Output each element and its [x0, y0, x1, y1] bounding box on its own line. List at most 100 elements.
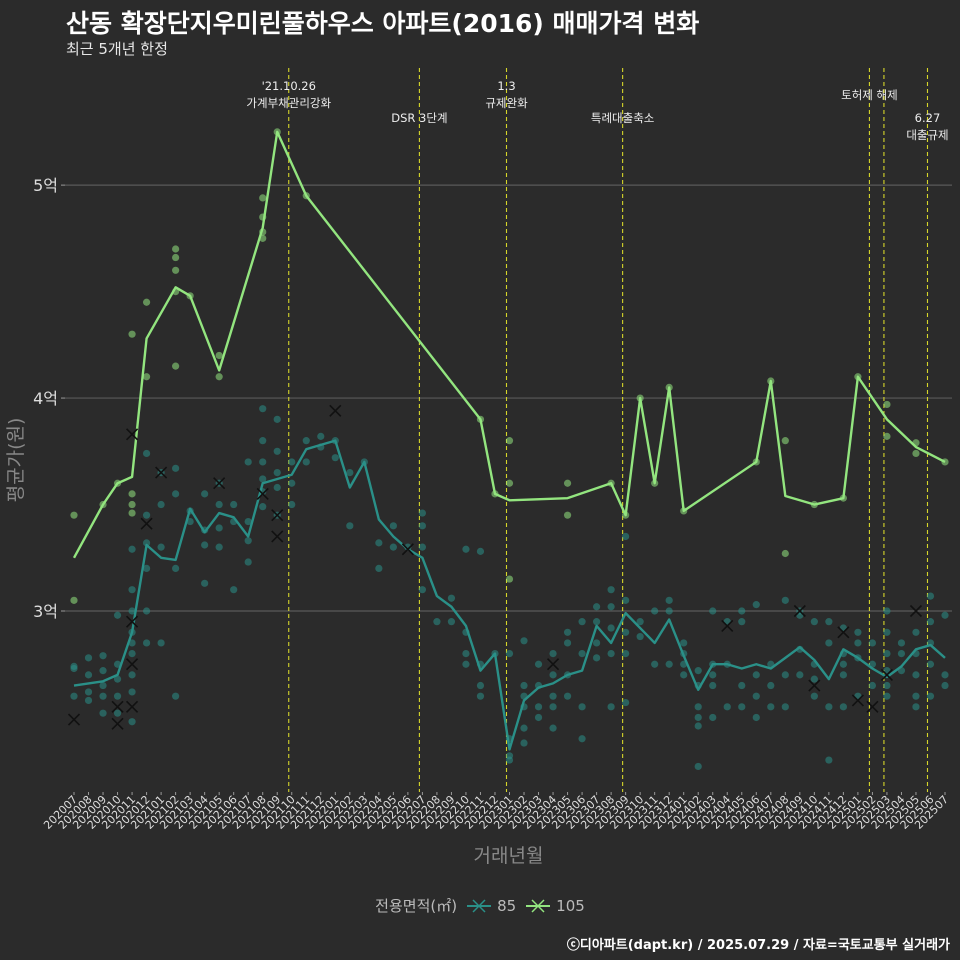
- x-mark-85: [793, 604, 806, 618]
- transaction-point: [128, 490, 136, 498]
- legend-label-85: 85: [497, 896, 517, 915]
- transaction-point: [142, 564, 151, 573]
- transaction-point: [70, 596, 78, 604]
- transaction-point: [462, 545, 470, 553]
- legend-item-85: 85: [467, 897, 516, 915]
- y-tick-label: 4억: [33, 389, 58, 408]
- transaction-point: [563, 511, 572, 519]
- transaction-point: [926, 660, 935, 668]
- transaction-point: [288, 500, 296, 509]
- x-mark-85: [721, 619, 734, 632]
- transaction-point: [113, 675, 122, 683]
- transaction-point: [781, 703, 789, 711]
- transaction-point: [854, 639, 862, 647]
- x-mark-85: [155, 466, 168, 479]
- transaction-point: [680, 671, 688, 679]
- transaction-point: [99, 692, 107, 700]
- transaction-point: [186, 517, 194, 526]
- event-label: DSR 3단계: [391, 111, 447, 125]
- transaction-point: [636, 632, 644, 641]
- transaction-point: [172, 464, 180, 472]
- transaction-point: [462, 660, 470, 668]
- transaction-point: [912, 703, 920, 711]
- event-label: '21.10.26: [262, 79, 316, 93]
- transaction-point: [622, 628, 630, 636]
- transaction-point: [476, 681, 485, 690]
- x-mark-85: [213, 477, 226, 490]
- transaction-point: [113, 709, 122, 717]
- transaction-point: [128, 671, 136, 679]
- transaction-point: [912, 671, 920, 679]
- transaction-point: [273, 447, 281, 455]
- transaction-point: [897, 649, 906, 658]
- transaction-point: [912, 628, 920, 636]
- transaction-point: [302, 437, 310, 445]
- transaction-point: [84, 696, 93, 705]
- transaction-point: [549, 692, 557, 700]
- transaction-point: [563, 639, 572, 647]
- transaction-point: [157, 543, 165, 551]
- transaction-point: [752, 601, 760, 609]
- transaction-point: [70, 664, 78, 673]
- transaction-point: [142, 298, 151, 306]
- transaction-point: [244, 517, 252, 526]
- transaction-point: [810, 618, 818, 626]
- transaction-point: [883, 649, 891, 658]
- transaction-point: [142, 639, 151, 647]
- legend-label-105: 105: [556, 896, 585, 915]
- transaction-point: [462, 649, 470, 658]
- transaction-point: [781, 549, 789, 558]
- transaction-point: [738, 607, 746, 615]
- y-tick-label: 3억: [33, 602, 58, 621]
- x-mark-85: [401, 543, 414, 556]
- x-mark-85: [851, 694, 864, 707]
- transaction-point: [563, 692, 572, 700]
- transaction-point: [215, 500, 223, 509]
- transaction-point: [926, 592, 935, 600]
- x-mark-85: [909, 604, 923, 618]
- transaction-point: [346, 468, 354, 477]
- transaction-point: [259, 194, 267, 202]
- transaction-point: [273, 415, 281, 423]
- legend-key-85-icon: [467, 898, 492, 913]
- transaction-point: [825, 618, 833, 626]
- transaction-point: [723, 703, 731, 711]
- transaction-point: [912, 692, 920, 700]
- transaction-point: [694, 713, 702, 722]
- transaction-point: [622, 596, 630, 604]
- transaction-point: [288, 479, 296, 487]
- transaction-point: [680, 639, 688, 647]
- transaction-point: [172, 245, 180, 253]
- transaction-point: [201, 490, 209, 498]
- transaction-point: [563, 479, 572, 487]
- x-mark-85: [546, 658, 560, 671]
- transaction-point: [288, 458, 296, 466]
- transaction-point: [128, 509, 136, 517]
- transaction-point: [128, 607, 136, 615]
- transaction-point: [883, 692, 891, 700]
- x-mark-85: [271, 530, 284, 543]
- transaction-point: [215, 351, 223, 360]
- transaction-point: [651, 660, 659, 668]
- event-label: 가계부채관리강화: [246, 96, 331, 110]
- x-mark-85: [808, 679, 821, 692]
- transaction-point: [926, 618, 935, 626]
- transaction-point: [84, 688, 93, 696]
- event-label: 규제완화: [485, 96, 528, 110]
- transaction-point: [142, 373, 151, 381]
- transaction-point: [215, 524, 223, 532]
- transaction-point: [868, 681, 877, 690]
- transaction-point: [810, 675, 818, 683]
- transaction-point: [142, 539, 151, 547]
- transaction-point: [926, 692, 935, 700]
- transaction-point: [738, 681, 746, 690]
- transaction-point: [84, 654, 93, 662]
- transaction-point: [607, 603, 615, 611]
- transaction-point: [273, 468, 281, 477]
- transaction-point: [505, 575, 514, 583]
- transaction-point: [549, 703, 557, 711]
- y-tick-label: 5억: [33, 176, 58, 195]
- transaction-point: [157, 500, 165, 509]
- transaction-point: [331, 454, 339, 462]
- transaction-point: [709, 713, 717, 722]
